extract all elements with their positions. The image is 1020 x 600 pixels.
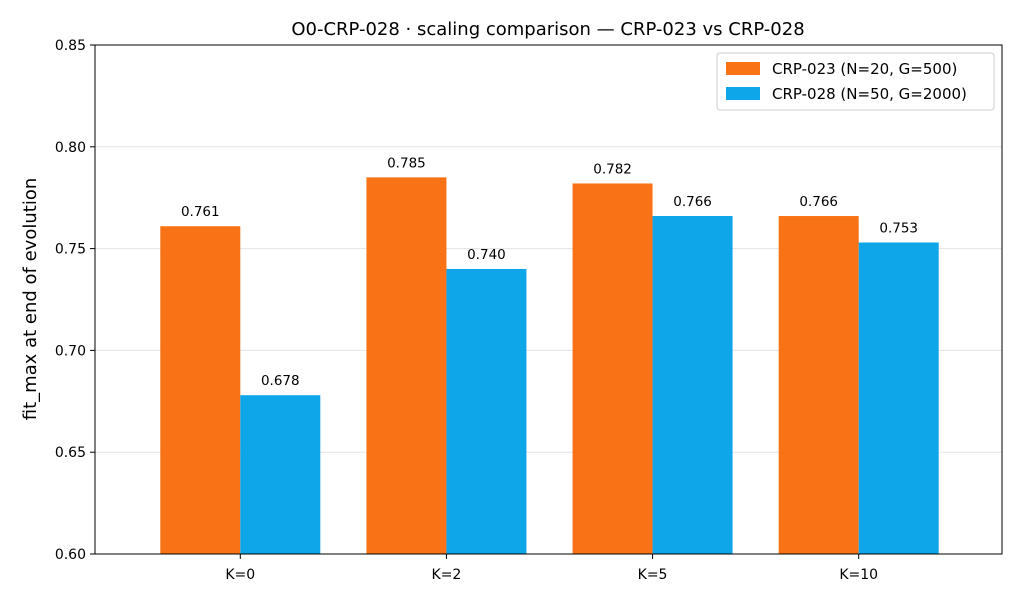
legend-swatch xyxy=(726,62,760,75)
bar xyxy=(778,216,859,555)
y-tick-label: 0.70 xyxy=(55,343,86,359)
legend-box xyxy=(716,52,995,111)
y-axis-label: fit_max at end of evolution xyxy=(20,178,41,420)
x-tick-label: K=10 xyxy=(839,567,878,583)
x-tick-label: K=0 xyxy=(225,567,255,583)
legend-entry: CRP-028 (N=50, G=2000) xyxy=(772,85,967,103)
legend-swatch xyxy=(726,87,760,100)
bar-value-label: 0.753 xyxy=(879,220,918,236)
y-tick-label: 0.65 xyxy=(55,445,86,461)
y-tick-label: 0.60 xyxy=(55,547,86,563)
bar xyxy=(160,226,241,555)
chart-title: O0-CRP-028 · scaling comparison — CRP-02… xyxy=(291,19,804,40)
bar-value-label: 0.766 xyxy=(799,194,838,210)
bar xyxy=(652,216,733,555)
legend-entry: CRP-023 (N=20, G=500) xyxy=(772,60,957,78)
y-tick-label: 0.75 xyxy=(55,242,86,258)
bar-value-label: 0.785 xyxy=(387,155,426,171)
x-tick-label: K=2 xyxy=(432,567,462,583)
bar-value-label: 0.766 xyxy=(673,194,712,210)
bars xyxy=(160,177,939,555)
bar-value-label: 0.761 xyxy=(181,204,220,220)
legend: CRP-023 (N=20, G=500) CRP-028 (N=50, G=20… xyxy=(716,52,995,111)
bar xyxy=(858,242,939,554)
bar xyxy=(572,183,653,554)
bar-value-label: 0.740 xyxy=(467,247,506,263)
bar xyxy=(240,395,321,554)
bar xyxy=(366,177,447,554)
x-axis-ticks: K=0 K=2 K=5 K=10 xyxy=(225,554,878,583)
data-labels: 0.761 0.678 0.785 0.740 0.782 0.766 0.766 0.753 xyxy=(181,155,918,389)
y-tick-label: 0.85 xyxy=(55,38,86,54)
x-tick-label: K=5 xyxy=(638,567,668,583)
y-axis-ticks: 0.60 0.65 0.70 0.75 0.80 0.85 xyxy=(55,38,95,563)
bar xyxy=(446,268,527,554)
plot-frame xyxy=(94,44,1003,555)
bar-value-label: 0.678 xyxy=(261,373,300,389)
y-tick-label: 0.80 xyxy=(55,140,86,156)
bar-value-label: 0.782 xyxy=(593,161,632,177)
